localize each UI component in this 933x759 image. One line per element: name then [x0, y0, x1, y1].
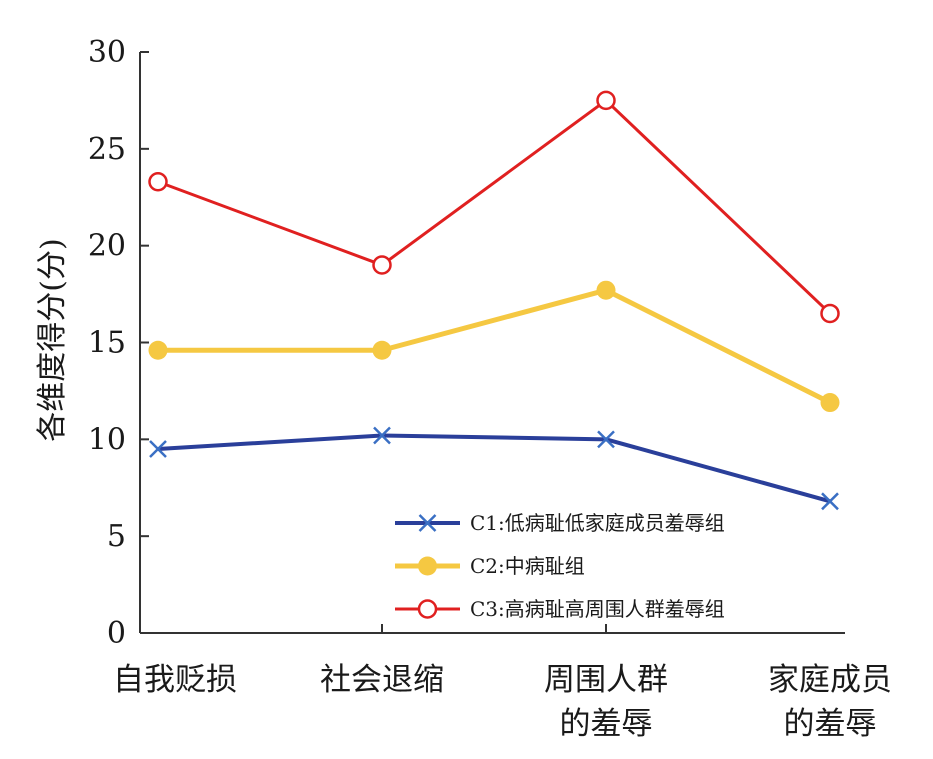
- legend-item: C1:低病耻低家庭成员羞辱组: [395, 511, 725, 535]
- data-point: [596, 90, 616, 111]
- data-point: [821, 492, 839, 511]
- x-tick-label-line: 的羞辱: [560, 706, 653, 742]
- y-tick-label: 30: [88, 35, 126, 70]
- y-tick-label: 15: [88, 326, 126, 361]
- x-tick-label-line: 社会退缩: [320, 662, 444, 698]
- y-tick-label: 20: [88, 229, 126, 264]
- y-tick-label: 10: [88, 422, 126, 457]
- legend-item: C3:高病耻高周围人群羞辱组: [395, 597, 725, 621]
- x-tick-label: 家庭成员的羞辱: [768, 662, 892, 742]
- marker-stroke: [149, 440, 167, 458]
- data-point: [148, 172, 168, 192]
- legend-label: C1:低病耻低家庭成员羞辱组: [470, 511, 725, 535]
- y-axis-label: 各维度得分(分): [35, 238, 70, 441]
- x-tick-label: 自我贬损: [113, 662, 237, 698]
- series-3: [148, 90, 840, 324]
- data-point: [372, 255, 392, 275]
- y-tick-label: 0: [107, 616, 126, 651]
- marker-stroke: [597, 430, 615, 449]
- data-point: [597, 430, 615, 449]
- data-point: [820, 393, 840, 413]
- x-tick-label-line: 自我贬损: [113, 662, 237, 698]
- data-point: [596, 280, 616, 300]
- y-tick-label: 25: [88, 132, 126, 167]
- x-tick-label: 周围人群的羞辱: [544, 662, 668, 742]
- legend-marker: [418, 514, 437, 532]
- series-line: [157, 433, 831, 504]
- legend-item: C2:中病耻组: [395, 554, 585, 578]
- x-tick-label-line: 家庭成员: [768, 662, 892, 698]
- legend-marker: [417, 599, 438, 619]
- data-point: [148, 340, 168, 360]
- marker-stroke: [418, 514, 437, 532]
- data-point: [149, 440, 167, 458]
- x-tick-label-line: 的羞辱: [784, 706, 877, 742]
- series-1: [149, 426, 839, 511]
- marker-stroke: [821, 492, 839, 511]
- legend: C1:低病耻低家庭成员羞辱组 C2:中病耻组 C3:高病耻高周围人群羞辱组: [395, 511, 725, 621]
- y-tick-label: 5: [107, 519, 126, 554]
- x-tick-label-line: 周围人群: [544, 662, 668, 698]
- legend-marker: [418, 556, 437, 576]
- data-point: [372, 340, 392, 360]
- x-tick-label: 社会退缩: [320, 662, 444, 698]
- series-line: [157, 98, 832, 315]
- marker-stroke: [373, 426, 391, 445]
- legend-label: C2:中病耻组: [470, 554, 585, 578]
- data-point: [820, 303, 840, 324]
- data-point: [373, 426, 391, 445]
- series-layer: [148, 90, 840, 511]
- legend-label: C3:高病耻高周围人群羞辱组: [470, 597, 725, 621]
- series-2: [148, 280, 840, 413]
- series-line: [158, 287, 832, 405]
